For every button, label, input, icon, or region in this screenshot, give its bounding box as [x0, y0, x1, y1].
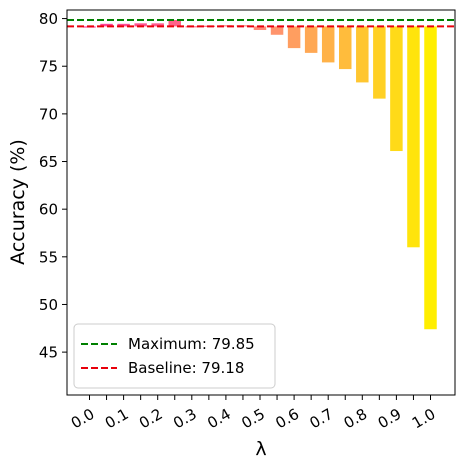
x-tick-label: 0.4 [204, 405, 234, 433]
legend-box [73, 323, 276, 389]
y-axis-title: Accuracy (%) [7, 139, 29, 265]
bar [390, 26, 403, 152]
x-axis: 0.0 0.1 0.2 0.3 0.4 0.5 0.6 0.7 0.8 0.9 1.0 [68, 395, 439, 432]
reference-lines [67, 19, 455, 28]
x-tick-label: 0.7 [307, 405, 337, 433]
bar [424, 26, 437, 330]
legend-label: Maximum: 79.85 [128, 335, 255, 353]
bar [321, 26, 335, 63]
x-tick-label: 0.5 [238, 405, 268, 433]
y-tick-label: 80 [39, 10, 58, 28]
y-tick-label: 75 [39, 58, 58, 76]
bar [356, 26, 369, 83]
bar [270, 26, 284, 35]
y-tick-label: 55 [39, 248, 58, 266]
bar [117, 23, 130, 27]
y-tick-label: 45 [39, 344, 58, 362]
x-tick-label: 0.3 [170, 405, 200, 433]
bar [100, 23, 113, 27]
x-tick-label: 0.6 [272, 405, 302, 433]
bar [219, 25, 233, 27]
x-tick-label: 0.0 [68, 405, 98, 433]
y-tick-label: 60 [39, 201, 58, 219]
bar [407, 26, 420, 248]
x-axis-title: λ [255, 438, 266, 460]
plot-frame [66, 9, 456, 396]
y-tick-label: 50 [39, 296, 58, 314]
x-tick-label: 0.9 [375, 405, 405, 433]
legend-label: Baseline: 79.18 [128, 359, 244, 377]
y-tick-label: 70 [39, 105, 58, 123]
bar [134, 23, 147, 27]
bar [339, 26, 352, 70]
bar [373, 26, 386, 99]
bar [304, 26, 318, 53]
bar [151, 23, 164, 27]
bars [83, 20, 437, 330]
x-tick-label: 1.0 [409, 405, 439, 433]
legend: Maximum: 79.85 Baseline: 79.18 [73, 323, 276, 389]
x-tick-label: 0.1 [102, 405, 132, 433]
y-axis: 45 50 55 60 65 70 75 80 [39, 10, 67, 362]
x-tick-label: 0.8 [341, 405, 371, 433]
bar [168, 20, 181, 27]
y-tick-label: 65 [39, 153, 58, 171]
x-tick-label: 0.2 [136, 405, 166, 433]
bar [287, 26, 301, 49]
bar [253, 26, 267, 31]
